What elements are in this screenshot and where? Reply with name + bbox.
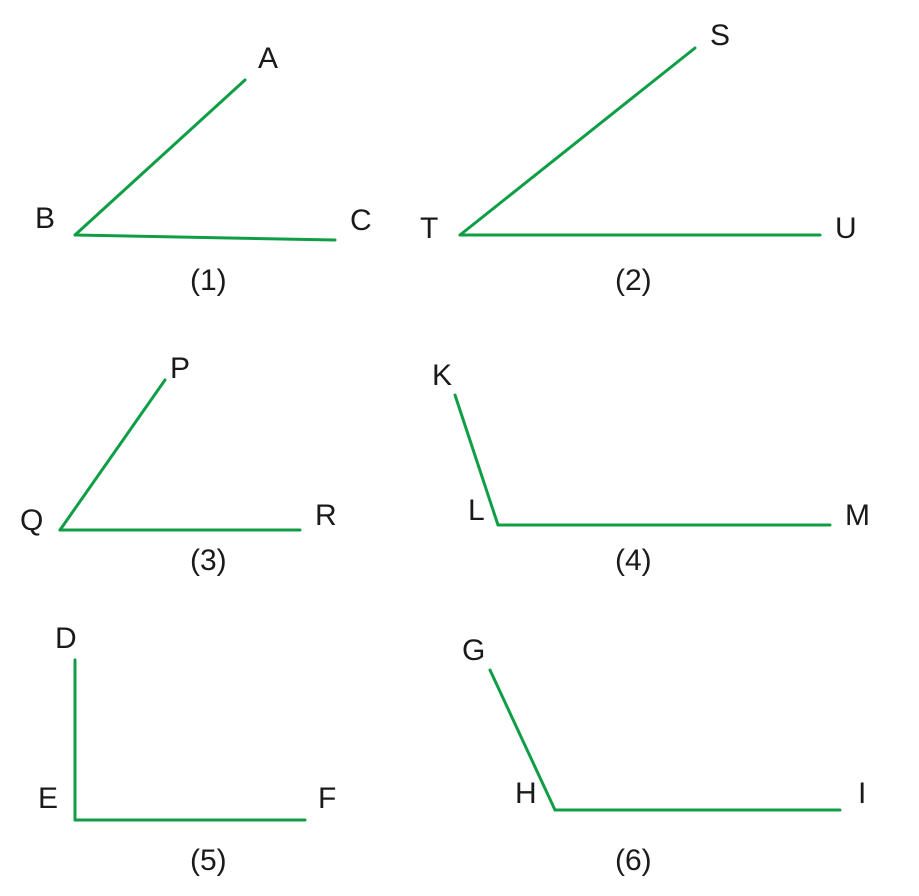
angle-1-label-C: C <box>350 204 372 237</box>
angle-4-label-L: L <box>468 494 485 527</box>
angle-6-label-H: H <box>515 777 537 810</box>
angle-2-label-T: T <box>420 212 438 245</box>
angle-1-label-A: A <box>258 42 278 75</box>
angle-6-number: (6) <box>615 844 652 877</box>
angle-4-label-K: K <box>432 359 452 392</box>
angle-5-label-D: D <box>55 622 77 655</box>
angle-3-label-P: P <box>170 352 190 385</box>
angle-1-number: (1) <box>190 264 227 297</box>
angle-2-label-U: U <box>835 212 857 245</box>
angle-3-number: (3) <box>190 544 227 577</box>
angle-6-label-I: I <box>858 777 866 810</box>
angle-3-label-R: R <box>315 499 337 532</box>
angle-5-label-F: F <box>318 782 336 815</box>
angle-4-number: (4) <box>615 544 652 577</box>
angle-5-number: (5) <box>190 844 227 877</box>
angle-5-label-E: E <box>38 782 58 815</box>
angle-2-label-S: S <box>710 19 730 52</box>
angle-2-number: (2) <box>615 264 652 297</box>
angle-6-label-G: G <box>462 634 485 667</box>
background <box>0 0 919 896</box>
angle-diagram: A B C (1) S T U (2) P Q R (3) K L M (4) D E F (5) G H I (6) <box>0 0 919 896</box>
angle-3-label-Q: Q <box>20 504 43 537</box>
angle-1-label-B: B <box>35 202 55 235</box>
angle-4-label-M: M <box>845 499 870 532</box>
